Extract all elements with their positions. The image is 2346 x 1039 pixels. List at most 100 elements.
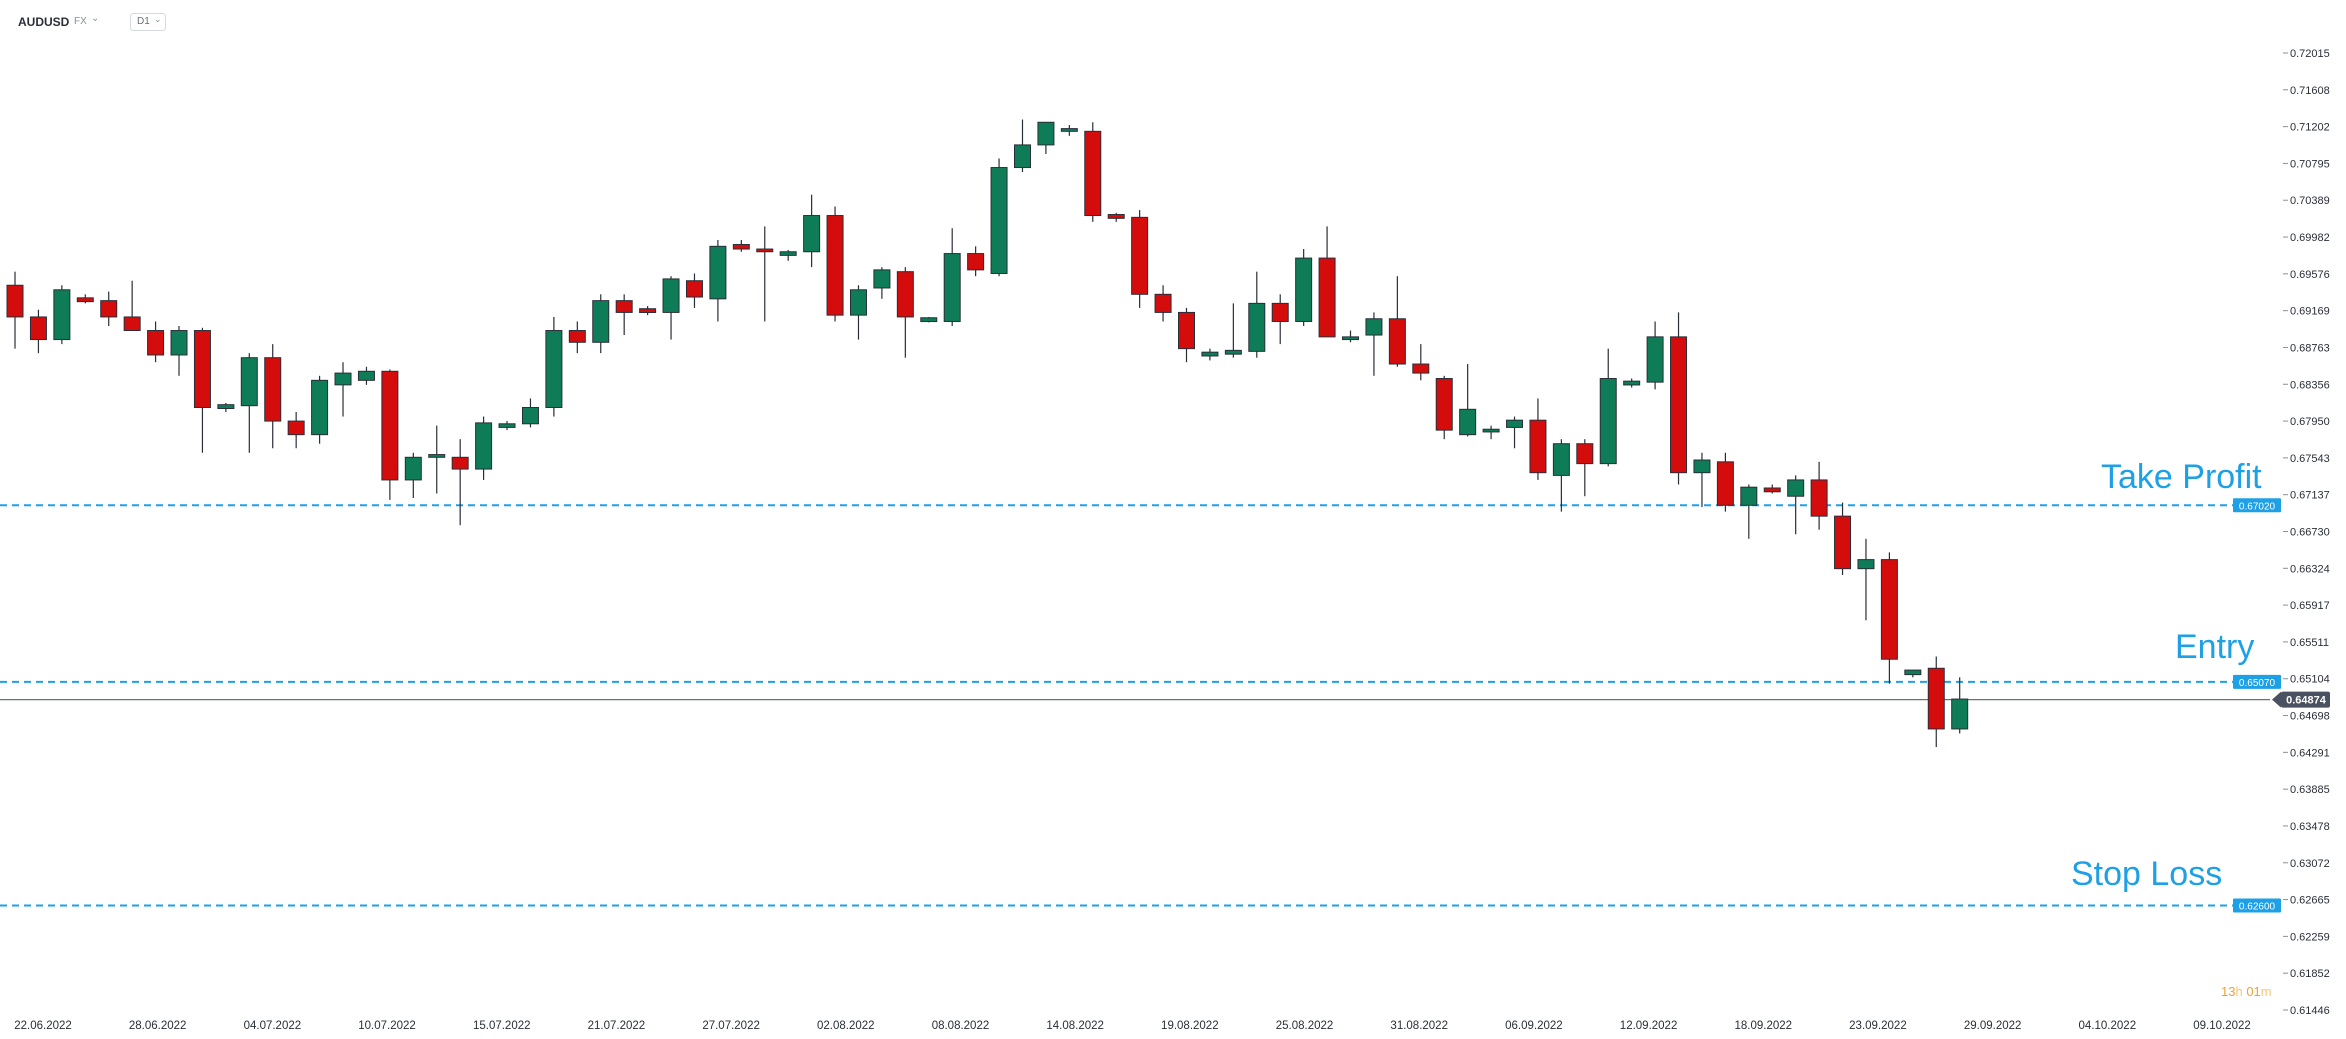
candle-bull xyxy=(849,289,867,316)
price-tick-label: 0.64698 xyxy=(2290,711,2330,723)
candle-bear xyxy=(1178,311,1195,350)
date-tick-label: 27.07.2022 xyxy=(702,1020,760,1032)
candle-bull xyxy=(1295,257,1313,322)
candle-bull xyxy=(170,330,188,356)
candle-bull xyxy=(943,253,961,322)
date-tick-label: 09.10.2022 xyxy=(2193,1020,2251,1032)
countdown-hours: 13 xyxy=(2221,984,2236,999)
price-tick-label: 0.66324 xyxy=(2290,563,2330,575)
stop-loss-label: Stop Loss xyxy=(2071,855,2223,893)
stop-loss-price-tag-text: 0.62600 xyxy=(2239,902,2276,913)
candle-bear xyxy=(1576,443,1594,465)
candle-bull xyxy=(1646,336,1664,383)
candle-bear xyxy=(639,308,657,314)
chevron-down-icon[interactable]: ⌄ xyxy=(91,13,100,24)
date-tick-label: 22.06.2022 xyxy=(14,1020,72,1032)
price-tick-label: 0.62259 xyxy=(2290,931,2330,943)
candle-bull xyxy=(498,423,516,428)
date-tick-label: 19.08.2022 xyxy=(1161,1020,1219,1032)
market-label[interactable]: FX xyxy=(74,16,87,27)
price-tick-label: 0.65104 xyxy=(2290,674,2330,686)
time-axis[interactable]: 22.06.2022 28.06.2022 04.07.2022 10.07.2022… xyxy=(14,1020,2251,1032)
symbol-label[interactable]: AUDUSD xyxy=(18,15,70,29)
candle-bull xyxy=(592,300,610,343)
candle-bear xyxy=(685,280,703,298)
candle-bull xyxy=(240,357,258,407)
candle-countdown: 13h 01m xyxy=(2221,984,2272,999)
countdown-minutes-unit: m xyxy=(2260,984,2272,999)
current-price-pointer xyxy=(2272,691,2281,708)
candle-bear xyxy=(1880,559,1898,660)
date-tick-label: 23.09.2022 xyxy=(1849,1020,1907,1032)
stop-loss-price-tag xyxy=(2233,898,2281,913)
candle-bull xyxy=(1552,443,1570,476)
price-tick-label: 0.68356 xyxy=(2290,379,2330,391)
date-tick-label: 02.08.2022 xyxy=(817,1020,875,1032)
timeframe-select[interactable]: D1 xyxy=(130,13,166,31)
candle-bull xyxy=(1904,669,1922,676)
candle-bull xyxy=(1951,698,1969,730)
price-tick-label: 0.72015 xyxy=(2290,48,2330,60)
date-tick-label: 29.09.2022 xyxy=(1964,1020,2022,1032)
timeframe-value: D1 xyxy=(137,16,150,27)
candle-bull xyxy=(1787,479,1805,497)
candle-bear xyxy=(1154,293,1172,313)
price-tick-label: 0.63072 xyxy=(2290,858,2330,870)
candle-bear xyxy=(451,456,469,470)
date-tick-label: 28.06.2022 xyxy=(129,1020,187,1032)
date-tick-label: 10.07.2022 xyxy=(358,1020,416,1032)
candle-bull xyxy=(1693,459,1711,474)
price-tick-label: 0.69982 xyxy=(2290,232,2330,244)
current-price-tag-text: 0.64874 xyxy=(2286,695,2327,707)
candle-bull xyxy=(1224,349,1242,355)
candle-bull xyxy=(779,251,797,256)
candle-bull xyxy=(217,404,235,409)
date-tick-label: 08.08.2022 xyxy=(932,1020,990,1032)
price-tick-label: 0.69169 xyxy=(2290,306,2330,318)
candle-bull xyxy=(53,289,71,341)
price-tick-label: 0.67950 xyxy=(2290,416,2330,428)
candle-bull xyxy=(1037,121,1055,146)
candle-bear xyxy=(1318,257,1336,338)
price-tick-label: 0.71608 xyxy=(2290,85,2330,97)
price-tick-label: 0.70389 xyxy=(2290,195,2330,207)
price-tick-label: 0.65511 xyxy=(2290,637,2329,649)
price-tick-label: 0.66730 xyxy=(2290,527,2330,539)
price-tick-label: 0.64291 xyxy=(2290,747,2330,759)
candle-bear xyxy=(1763,487,1781,493)
price-tick-label: 0.67543 xyxy=(2290,453,2330,465)
candle-bull xyxy=(1459,408,1477,436)
date-tick-label: 31.08.2022 xyxy=(1390,1020,1448,1032)
candle-bull xyxy=(357,370,375,381)
candle-bear xyxy=(29,316,47,341)
candle-bull xyxy=(709,245,727,300)
price-axis[interactable]: 0.72015 0.71608 0.71202 0.70795 0.70389 0.699… xyxy=(2283,48,2330,1017)
candle-bear xyxy=(1670,336,1688,474)
candle-bear xyxy=(568,330,586,343)
candle-bull xyxy=(662,278,680,313)
candle-bear xyxy=(193,330,211,408)
entry-label: Entry xyxy=(2175,628,2255,666)
candle-bull xyxy=(1482,428,1500,433)
date-tick-label: 06.09.2022 xyxy=(1505,1020,1563,1032)
candle-bear xyxy=(1388,318,1406,365)
candle-bull xyxy=(1060,128,1078,132)
candle-bull xyxy=(334,372,352,386)
date-tick-label: 12.09.2022 xyxy=(1620,1020,1678,1032)
countdown-hours-unit: h xyxy=(2235,984,2243,999)
candle-bear xyxy=(1271,302,1289,322)
candle-bull xyxy=(803,215,821,253)
candle-bull xyxy=(1740,486,1758,506)
candle-bear xyxy=(264,357,282,422)
candle-bull xyxy=(428,454,446,458)
candle-bear xyxy=(1435,378,1453,431)
candle-bear xyxy=(147,330,165,356)
chevron-down-icon[interactable]: ⌄ xyxy=(154,14,162,24)
candle-bull xyxy=(545,330,563,408)
candle-bear xyxy=(1412,363,1430,374)
entry-price-tag-text: 0.65070 xyxy=(2239,678,2276,689)
candle-bear xyxy=(1810,479,1828,517)
candle-bull xyxy=(1857,559,1875,570)
candle-bull xyxy=(873,269,891,289)
